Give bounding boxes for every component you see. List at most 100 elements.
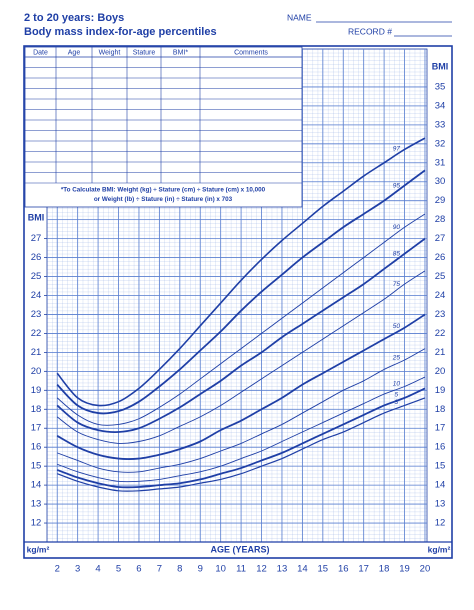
y2-tick-label: 30 — [435, 176, 446, 187]
percentile-curve — [56, 387, 426, 489]
y-tick-label: 15 — [31, 461, 42, 472]
percentile-label: 3 — [395, 399, 399, 406]
y-tick-label: 18 — [31, 404, 42, 415]
frame — [23, 45, 453, 559]
y2-tick-label: 34 — [435, 100, 446, 111]
name-label: NAME — [287, 12, 312, 22]
y2-tick-label: 23 — [435, 309, 446, 320]
x-tick-label: 6 — [136, 564, 141, 575]
x-tick-label: 18 — [379, 564, 390, 575]
subtitle: Body mass index-for-age percentiles — [24, 26, 217, 38]
percentile-curve — [56, 169, 426, 415]
y-tick-label: 13 — [31, 499, 42, 510]
x-tick-label: 3 — [75, 564, 80, 575]
percentile-curve — [57, 397, 426, 492]
y2-tick-label: 25 — [435, 271, 446, 282]
x-tick-label: 19 — [399, 564, 410, 575]
y-axis-label: BMI — [28, 212, 45, 222]
y2-tick-label: 14 — [435, 480, 446, 491]
y-unit-label: kg/m² — [27, 544, 50, 554]
x-tick-label: 13 — [277, 564, 288, 575]
y2-tick-label: 13 — [435, 499, 446, 510]
y-tick-label: 24 — [31, 290, 42, 301]
column-header: Weight — [99, 49, 121, 56]
y2-tick-label: 17 — [435, 423, 446, 434]
y2-axis-label: BMI — [432, 61, 449, 71]
column-header: BMI* — [173, 49, 188, 56]
y2-tick-label: 22 — [435, 328, 446, 339]
x-tick-label: 5 — [116, 564, 121, 575]
percentile-label: 50 — [393, 323, 401, 330]
table-background — [24, 46, 303, 208]
column-header: Comments — [234, 49, 268, 56]
x-tick-label: 11 — [236, 564, 246, 575]
percentile-label: 85 — [393, 251, 401, 258]
y-tick-label: 16 — [31, 442, 42, 453]
x-tick-label: 7 — [157, 564, 162, 575]
bmi-note: *To Calculate BMI: Weight (kg) ÷ Stature… — [61, 187, 266, 194]
percentile-curve — [56, 213, 426, 426]
y2-tick-label: 16 — [435, 442, 446, 453]
percentile-label: 5 — [395, 392, 399, 399]
percentile-curve — [56, 270, 426, 444]
y2-tick-label: 19 — [435, 385, 446, 396]
x-tick-label: 17 — [358, 564, 369, 575]
y-tick-label: 26 — [31, 252, 42, 263]
y2-tick-label: 15 — [435, 461, 446, 472]
y-tick-label: 21 — [31, 347, 42, 358]
y2-tick-label: 26 — [435, 252, 446, 263]
y-tick-label: 12 — [31, 518, 42, 529]
x-tick-label: 14 — [297, 564, 308, 575]
record-label: RECORD # — [348, 26, 392, 36]
x-tick-label: 12 — [256, 564, 267, 575]
x-tick-label: 4 — [95, 564, 100, 575]
record-table: Date Age Weight Stature BMI* Comments *To Calc… — [24, 46, 303, 208]
y2-tick-label: 32 — [435, 138, 446, 149]
x-tick-label: 2 — [55, 564, 60, 575]
percentile-label: 95 — [393, 182, 401, 189]
percentile-label: 90 — [393, 224, 401, 231]
y-tick-label: 19 — [31, 385, 42, 396]
column-header: Date — [33, 49, 48, 56]
column-header: Age — [68, 49, 81, 56]
y-tick-label: 14 — [31, 480, 42, 491]
y2-tick-label: 28 — [435, 214, 446, 225]
percentile-label: 75 — [393, 281, 401, 288]
y2-tick-label: 29 — [435, 195, 446, 206]
column-header: Stature — [133, 49, 156, 56]
y2-tick-label: 20 — [435, 366, 446, 377]
y-tick-label: 22 — [31, 328, 42, 339]
y2-tick-label: 31 — [435, 157, 446, 168]
y-tick-label: 25 — [31, 271, 42, 282]
x-tick-label: 16 — [338, 564, 349, 575]
percentile-curve — [56, 137, 426, 407]
y2-tick-label: 12 — [435, 518, 446, 529]
percentile-curve — [57, 376, 426, 483]
x-axis-label: AGE (YEARS) — [210, 544, 269, 554]
y2-tick-label: 35 — [435, 81, 446, 92]
y2-tick-label: 24 — [435, 290, 446, 301]
y2-tick-label: 18 — [435, 404, 446, 415]
bmi-note: or Weight (lb) ÷ Stature (in) ÷ Stature … — [94, 196, 233, 203]
y-tick-label: 20 — [31, 366, 42, 377]
y2-unit-label: kg/m² — [428, 544, 451, 554]
y-tick-label: 23 — [31, 309, 42, 320]
percentile-curve — [56, 313, 426, 460]
percentile-label: 25 — [392, 354, 401, 361]
y-tick-label: 27 — [31, 233, 42, 244]
x-tick-label: 15 — [318, 564, 329, 575]
curves: 97 95 90 85 75 50 25 10 53 — [56, 137, 426, 492]
y-tick-label: 17 — [31, 423, 42, 434]
percentile-curve — [56, 237, 426, 433]
y2-tick-label: 21 — [435, 347, 446, 358]
title: 2 to 20 years: Boys — [24, 12, 124, 24]
percentile-curve — [57, 348, 426, 473]
x-tick-label: 10 — [215, 564, 226, 575]
percentile-label: 97 — [393, 146, 401, 153]
x-tick-label: 9 — [198, 564, 203, 575]
x-tick-label: 20 — [420, 564, 431, 575]
percentile-label: 10 — [393, 380, 401, 387]
x-tick-label: 8 — [177, 564, 182, 575]
